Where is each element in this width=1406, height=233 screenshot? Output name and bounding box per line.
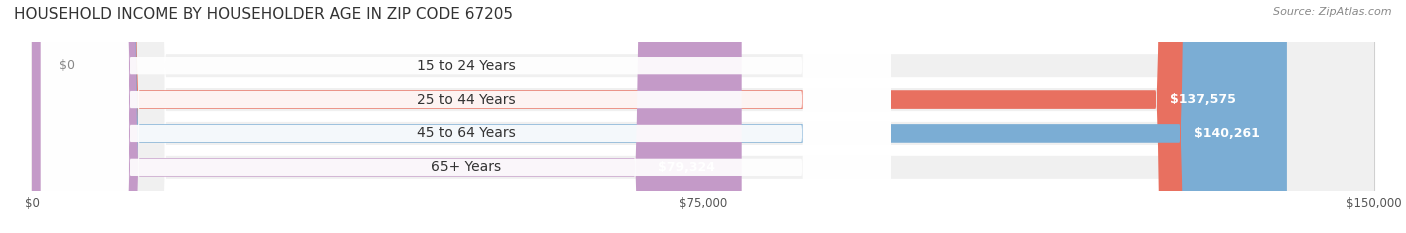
FancyBboxPatch shape (32, 0, 1286, 233)
FancyBboxPatch shape (41, 0, 891, 233)
FancyBboxPatch shape (41, 0, 891, 233)
FancyBboxPatch shape (41, 0, 891, 233)
Text: 15 to 24 Years: 15 to 24 Years (416, 59, 515, 73)
FancyBboxPatch shape (32, 0, 1263, 233)
FancyBboxPatch shape (32, 0, 1374, 233)
FancyBboxPatch shape (32, 0, 742, 233)
Text: 45 to 64 Years: 45 to 64 Years (416, 127, 515, 140)
Text: 65+ Years: 65+ Years (430, 160, 501, 174)
FancyBboxPatch shape (32, 0, 1374, 233)
Text: $140,261: $140,261 (1194, 127, 1260, 140)
FancyBboxPatch shape (41, 0, 891, 233)
Text: 25 to 44 Years: 25 to 44 Years (416, 93, 515, 106)
FancyBboxPatch shape (32, 0, 1374, 233)
Text: Source: ZipAtlas.com: Source: ZipAtlas.com (1274, 7, 1392, 17)
Text: $137,575: $137,575 (1170, 93, 1236, 106)
Text: $79,324: $79,324 (658, 161, 714, 174)
Text: $0: $0 (59, 59, 75, 72)
FancyBboxPatch shape (32, 0, 1374, 233)
Text: HOUSEHOLD INCOME BY HOUSEHOLDER AGE IN ZIP CODE 67205: HOUSEHOLD INCOME BY HOUSEHOLDER AGE IN Z… (14, 7, 513, 22)
